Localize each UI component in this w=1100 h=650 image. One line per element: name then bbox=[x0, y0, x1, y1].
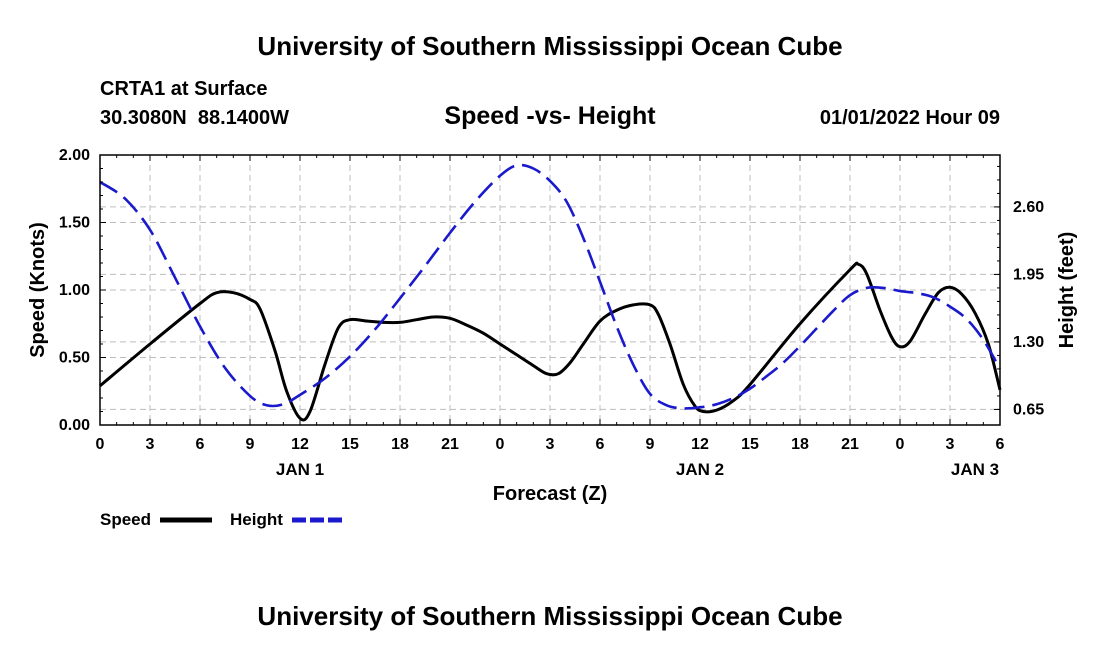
x-tick-label: 9 bbox=[246, 436, 255, 453]
x-tick-label: 3 bbox=[146, 436, 155, 453]
x-tick-label: 0 bbox=[496, 436, 505, 453]
speed-line bbox=[99, 261, 1002, 422]
y-right-tick-label: 0.65 bbox=[1013, 401, 1044, 418]
x-tick-label: 18 bbox=[391, 436, 409, 453]
x-tick-label: 0 bbox=[896, 436, 905, 453]
y-right-tick-label: 1.30 bbox=[1013, 334, 1044, 351]
chart-title: Speed -vs- Height bbox=[444, 102, 656, 130]
x-tick-label: 6 bbox=[196, 436, 205, 453]
y-right-tick-label: 2.60 bbox=[1013, 199, 1044, 216]
y-axis-left-label: Speed (Knots) bbox=[27, 222, 49, 358]
x-tick-label: 12 bbox=[691, 436, 709, 453]
x-axis-label: Forecast (Z) bbox=[493, 483, 607, 505]
y-left-tick-label: 1.50 bbox=[59, 215, 90, 232]
x-tick-label: 12 bbox=[291, 436, 309, 453]
x-tick-label: 15 bbox=[741, 436, 759, 453]
x-tick-label: 18 bbox=[791, 436, 809, 453]
y-left-tick-label: 1.00 bbox=[59, 282, 90, 299]
x-tick-label: 21 bbox=[441, 436, 459, 453]
x-tick-label: 15 bbox=[341, 436, 359, 453]
y-left-tick-label: 0.00 bbox=[59, 417, 90, 434]
y-left-tick-label: 2.00 bbox=[59, 147, 90, 164]
y-axis-right-label: Height (feet) bbox=[1056, 232, 1078, 349]
y-right-tick-label: 1.95 bbox=[1013, 266, 1044, 283]
x-tick-label: 9 bbox=[646, 436, 655, 453]
page-header: University of Southern Mississippi Ocean… bbox=[257, 31, 842, 61]
legend: Speed Height bbox=[100, 510, 342, 529]
gridlines bbox=[100, 155, 1000, 425]
x-tick-label: 21 bbox=[841, 436, 859, 453]
station-label: CRTA1 at Surface bbox=[100, 78, 267, 100]
y-left-tick-label: 0.50 bbox=[59, 350, 90, 367]
date-label: JAN 3 bbox=[951, 460, 999, 479]
x-tick-label: 6 bbox=[996, 436, 1005, 453]
x-tick-label: 3 bbox=[546, 436, 555, 453]
series-lines bbox=[99, 163, 1002, 422]
x-tick-label: 3 bbox=[946, 436, 955, 453]
page-footer: University of Southern Mississippi Ocean… bbox=[257, 601, 842, 631]
date-label: JAN 2 bbox=[676, 460, 724, 479]
x-tick-label: 6 bbox=[596, 436, 605, 453]
location-label: 30.3080N 88.1400W bbox=[100, 107, 289, 129]
run-time-label: 01/01/2022 Hour 09 bbox=[820, 107, 1000, 129]
legend-height-label: Height bbox=[230, 510, 283, 529]
x-tick-label: 0 bbox=[96, 436, 105, 453]
axis-ticks: 0 3 6 9 12 15 18 21 0 3 6 9 12 15 18 21 0 3 6 JAN 1 JAN 2 JAN… bbox=[59, 147, 1044, 479]
height-line bbox=[99, 163, 1002, 410]
date-label: JAN 1 bbox=[276, 460, 324, 479]
legend-speed-label: Speed bbox=[100, 510, 151, 529]
